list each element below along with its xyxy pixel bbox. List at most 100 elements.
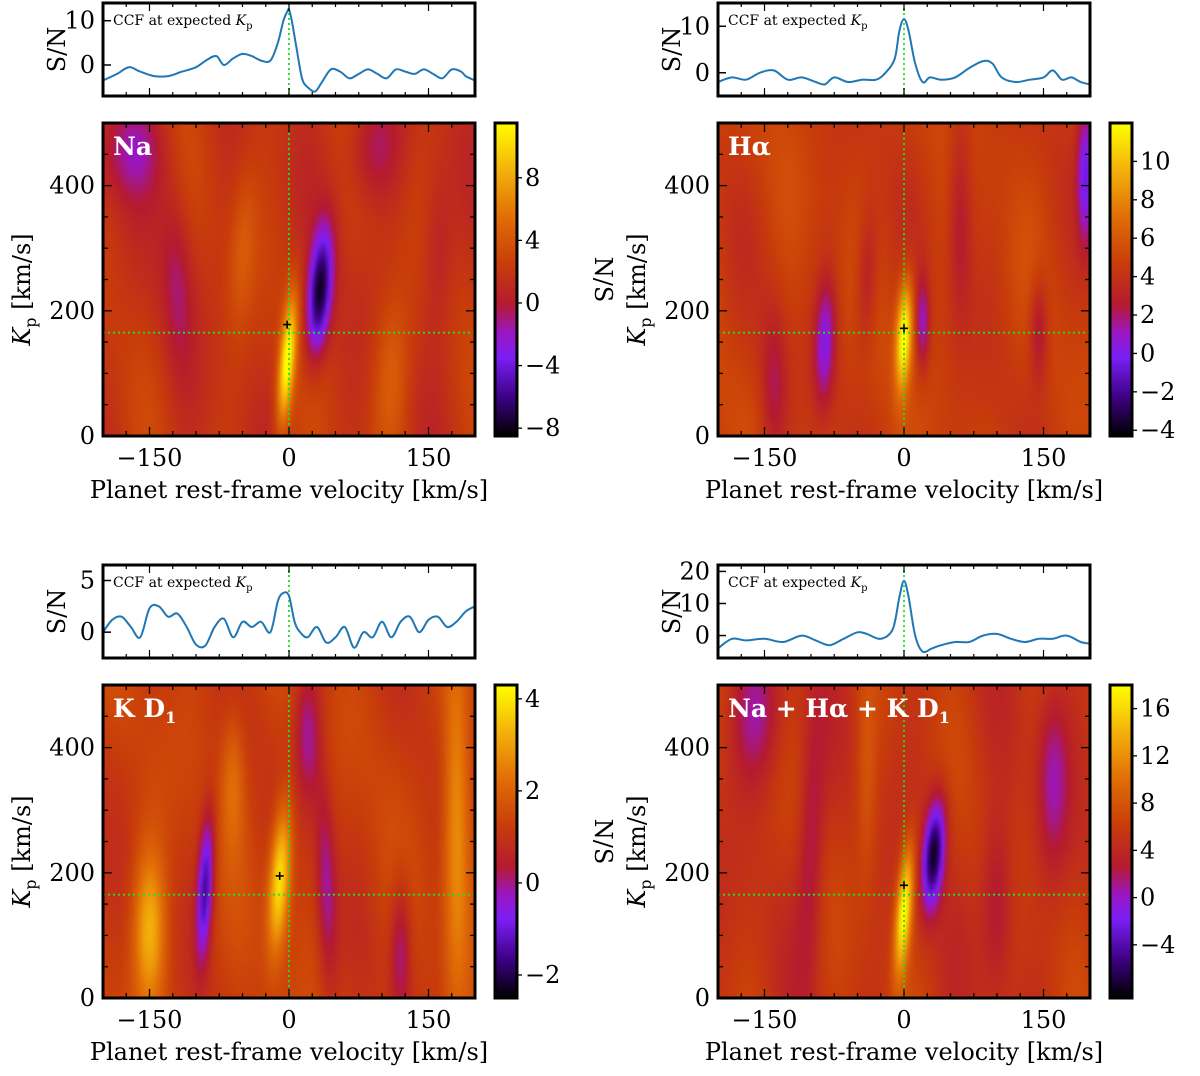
- colorbar-gradient: [495, 685, 517, 998]
- colorbar-tick-label: 2: [525, 777, 540, 805]
- map-ytick-label: 200: [664, 297, 710, 325]
- map-ytick-label: 200: [49, 859, 95, 887]
- map-xlabel: Planet rest-frame velocity [km/s]: [90, 1038, 488, 1066]
- colorbar-gradient: [495, 123, 517, 436]
- map-xtick-label: 150: [1021, 444, 1067, 472]
- species-label-text: Na: [113, 132, 152, 161]
- species-label: Na: [113, 132, 152, 161]
- peak-marker: [275, 871, 284, 880]
- ccf-series-line: [718, 18, 1090, 86]
- map-ylabel-subscript: p: [636, 879, 655, 889]
- species-label-subscript: 1: [165, 708, 176, 727]
- colorbar-tick-label: −2: [525, 961, 560, 989]
- colorbar-label: N/S: [589, 257, 617, 303]
- species-label: K D1: [113, 694, 176, 727]
- colorbar-tick-label: 8: [525, 164, 540, 192]
- ccf-annotation: CCF at expected Kp: [113, 575, 252, 594]
- map-xlabel: Planet rest-frame velocity [km/s]: [705, 476, 1103, 504]
- ccf-ytick-label: 0: [80, 618, 95, 646]
- map-ylabel-unit: [km/s]: [8, 233, 36, 317]
- ccf-annotation-symbol: K: [235, 575, 248, 591]
- colorbar-tick-label: 0: [1140, 884, 1155, 912]
- ccf-series-line: [103, 8, 475, 93]
- ccf-ytick-label: 5: [80, 567, 95, 595]
- colorbar-tick-label: 12: [1140, 742, 1171, 770]
- colorbar-tick-label: 0: [525, 289, 540, 317]
- map-ylabel-symbol: K: [8, 326, 36, 347]
- map-ylabel-unit: [km/s]: [623, 233, 651, 317]
- colorbar-tick-label: 4: [1140, 263, 1155, 291]
- ccf-annotation-text: CCF at expected: [728, 575, 851, 591]
- ccf-annotation-subscript: p: [861, 21, 867, 32]
- colorbar-gradient: [1110, 685, 1132, 998]
- ccf-annotation: CCF at expected Kp: [728, 13, 867, 32]
- ccf-ytick-label: 20: [679, 557, 710, 585]
- ccf-ylabel: S/N: [658, 589, 686, 635]
- peak-marker: [283, 320, 292, 329]
- colorbar-gradient: [1110, 123, 1132, 436]
- colorbar-tick-label: 4: [525, 226, 540, 254]
- map-ytick-label: 0: [695, 422, 710, 450]
- colorbar-tick-label: 0: [1140, 339, 1155, 367]
- colorbar-frame: [1108, 683, 1134, 1000]
- map-xtick-label: 150: [406, 444, 452, 472]
- species-label-text: Hα: [728, 132, 771, 161]
- colorbar-tick-label: 8: [1140, 789, 1155, 817]
- map-xtick-label: −150: [732, 1006, 798, 1034]
- map-xtick-label: −150: [117, 1006, 183, 1034]
- ccf-ylabel: S/N: [658, 27, 686, 73]
- ccf-series-line: [103, 591, 475, 649]
- colorbar-tick-label: 0: [525, 869, 540, 897]
- map-xtick-label: 0: [281, 444, 296, 472]
- map-ytick-label: 0: [80, 984, 95, 1012]
- colorbar-tick-label: 8: [1140, 186, 1155, 214]
- ccf-annotation-subscript: p: [246, 583, 252, 594]
- ccf-ytick-label: 10: [679, 12, 710, 40]
- map-xtick-label: −150: [117, 444, 183, 472]
- species-label-text: Na + Hα + K D: [728, 694, 939, 723]
- map-ytick-label: 400: [664, 172, 710, 200]
- species-label: Na + Hα + K D1: [728, 694, 950, 727]
- ccf-annotation-symbol: K: [850, 575, 863, 591]
- map-ylabel: Kp [km/s]: [8, 795, 40, 908]
- colorbar-label: N/S: [589, 819, 617, 865]
- map-ytick-label: 400: [664, 734, 710, 762]
- map-ylabel: Kp [km/s]: [623, 795, 655, 908]
- ccf-ytick-label: 10: [679, 589, 710, 617]
- colorbar-frame: [493, 683, 519, 1000]
- colorbar-tick-label: 10: [1140, 147, 1171, 175]
- map-ylabel-unit: [km/s]: [623, 795, 651, 879]
- colorbar-frame: [493, 121, 519, 438]
- map-ylabel-symbol: K: [623, 888, 651, 909]
- panel-3: 0 5 S/N CCF at expected Kp −150 0 150 0 200 400 Pl…: [8, 563, 617, 1066]
- ccf-annotation-text: CCF at expected: [113, 575, 236, 591]
- colorbar-tick-label: −4: [1140, 931, 1175, 959]
- ccf-annotation-symbol: K: [235, 13, 248, 29]
- map-xtick-label: 150: [1021, 1006, 1067, 1034]
- map-ylabel: Kp [km/s]: [8, 233, 40, 346]
- map-ylabel-subscript: p: [636, 317, 655, 327]
- map-xtick-label: 0: [281, 1006, 296, 1034]
- species-label-text: K D: [113, 694, 165, 723]
- species-label: Hα: [728, 132, 771, 161]
- ccf-ylabel: S/N: [43, 589, 71, 635]
- ccf-annotation-subscript: p: [246, 21, 252, 32]
- map-xtick-label: 0: [896, 444, 911, 472]
- colorbar-tick-label: 4: [525, 685, 540, 713]
- peak-marker: [900, 324, 908, 333]
- map-ytick-label: 400: [49, 172, 95, 200]
- ccf-annotation-subscript: p: [861, 583, 867, 594]
- colorbar-tick-label: −4: [1140, 416, 1175, 444]
- map-ytick-label: 200: [664, 859, 710, 887]
- ccf-ytick-label: 10: [64, 7, 95, 35]
- colorbar-tick-label: −8: [525, 414, 560, 442]
- map-ylabel-subscript: p: [21, 317, 40, 327]
- map-ylabel: Kp [km/s]: [623, 233, 655, 346]
- colorbar-tick-label: 2: [1140, 301, 1155, 329]
- colorbar-tick-label: 4: [1140, 836, 1155, 864]
- map-xtick-label: −150: [732, 444, 798, 472]
- colorbar-tick-label: 16: [1140, 695, 1171, 723]
- ccf-annotation: CCF at expected Kp: [113, 13, 252, 32]
- map-xlabel: Planet rest-frame velocity [km/s]: [705, 1038, 1103, 1066]
